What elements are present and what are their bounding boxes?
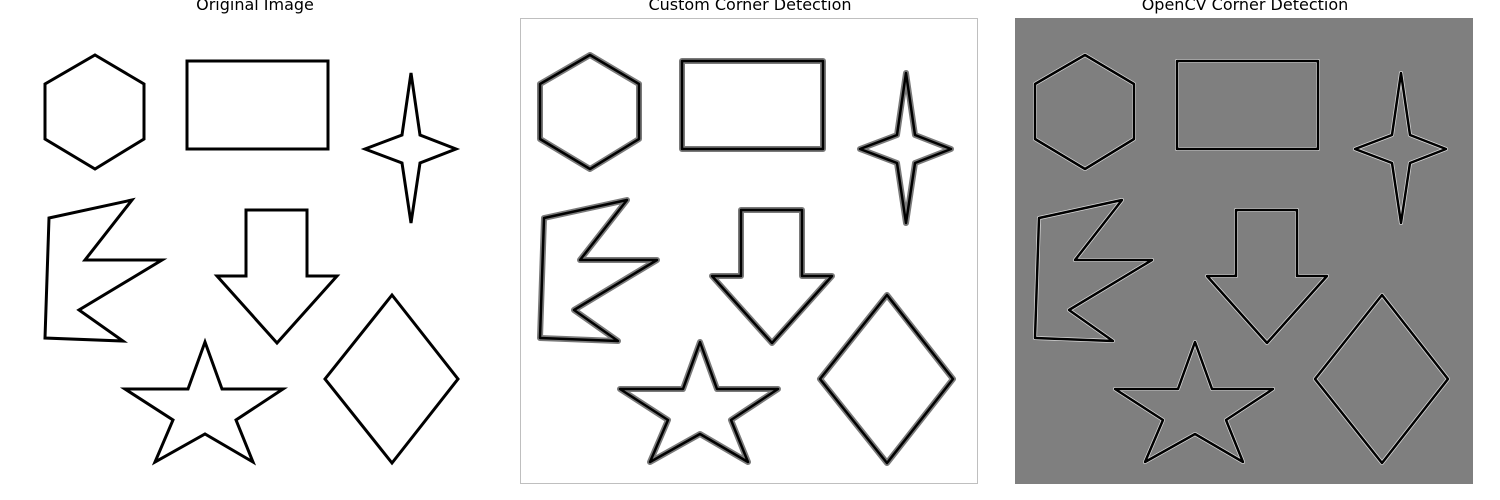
panel-title-custom: Custom Corner Detection — [648, 0, 852, 14]
panel-opencv-corner-detection — [1015, 18, 1473, 484]
panel-title-original: Original Image — [196, 0, 314, 14]
five-point-star-shape — [119, 337, 288, 466]
hexagon-shape — [43, 53, 146, 171]
diamond-shape — [323, 292, 460, 466]
hexagon-shape — [538, 53, 641, 171]
four-point-star-shape — [858, 71, 953, 225]
diamond-shape — [818, 293, 955, 465]
four-point-star-shape — [360, 72, 461, 224]
rectangle-shape — [680, 59, 825, 151]
five-point-star-shape — [1113, 340, 1275, 464]
down-arrow-shape — [1205, 208, 1329, 345]
diamond-shape — [1313, 293, 1450, 465]
panel-original-image — [43, 53, 461, 466]
five-point-star-shape — [618, 340, 780, 464]
panel-custom-corner-detection — [520, 18, 978, 484]
irregular-polygon-shape — [43, 197, 168, 343]
rectangle-shape — [1175, 59, 1320, 151]
down-arrow-shape — [710, 208, 834, 345]
irregular-polygon-shape — [538, 198, 659, 343]
rectangle-shape — [185, 59, 330, 151]
panel-title-opencv: OpenCV Corner Detection — [1141, 0, 1349, 14]
down-arrow-shape — [213, 208, 341, 346]
four-point-star-shape — [1353, 71, 1448, 225]
irregular-polygon-shape — [1033, 198, 1154, 343]
hexagon-shape — [1033, 53, 1136, 171]
